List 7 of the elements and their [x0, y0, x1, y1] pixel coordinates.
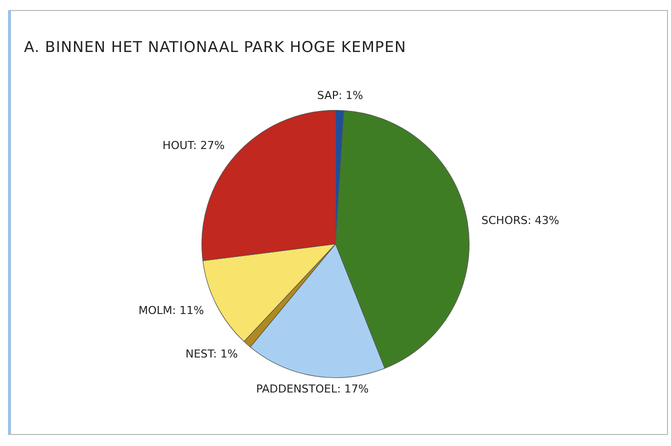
slice-label: SCHORS: 43% — [481, 214, 560, 227]
slice-label: NEST: 1% — [185, 348, 238, 361]
slice-label: SAP: 1% — [317, 89, 364, 102]
slice-label: MOLM: 11% — [138, 304, 204, 317]
chart-title: A. BINNEN HET NATIONAAL PARK HOGE KEMPEN — [24, 38, 406, 56]
slice-label: PADDENSTOEL: 17% — [256, 382, 369, 396]
slice-label: HOUT: 27% — [162, 139, 225, 152]
